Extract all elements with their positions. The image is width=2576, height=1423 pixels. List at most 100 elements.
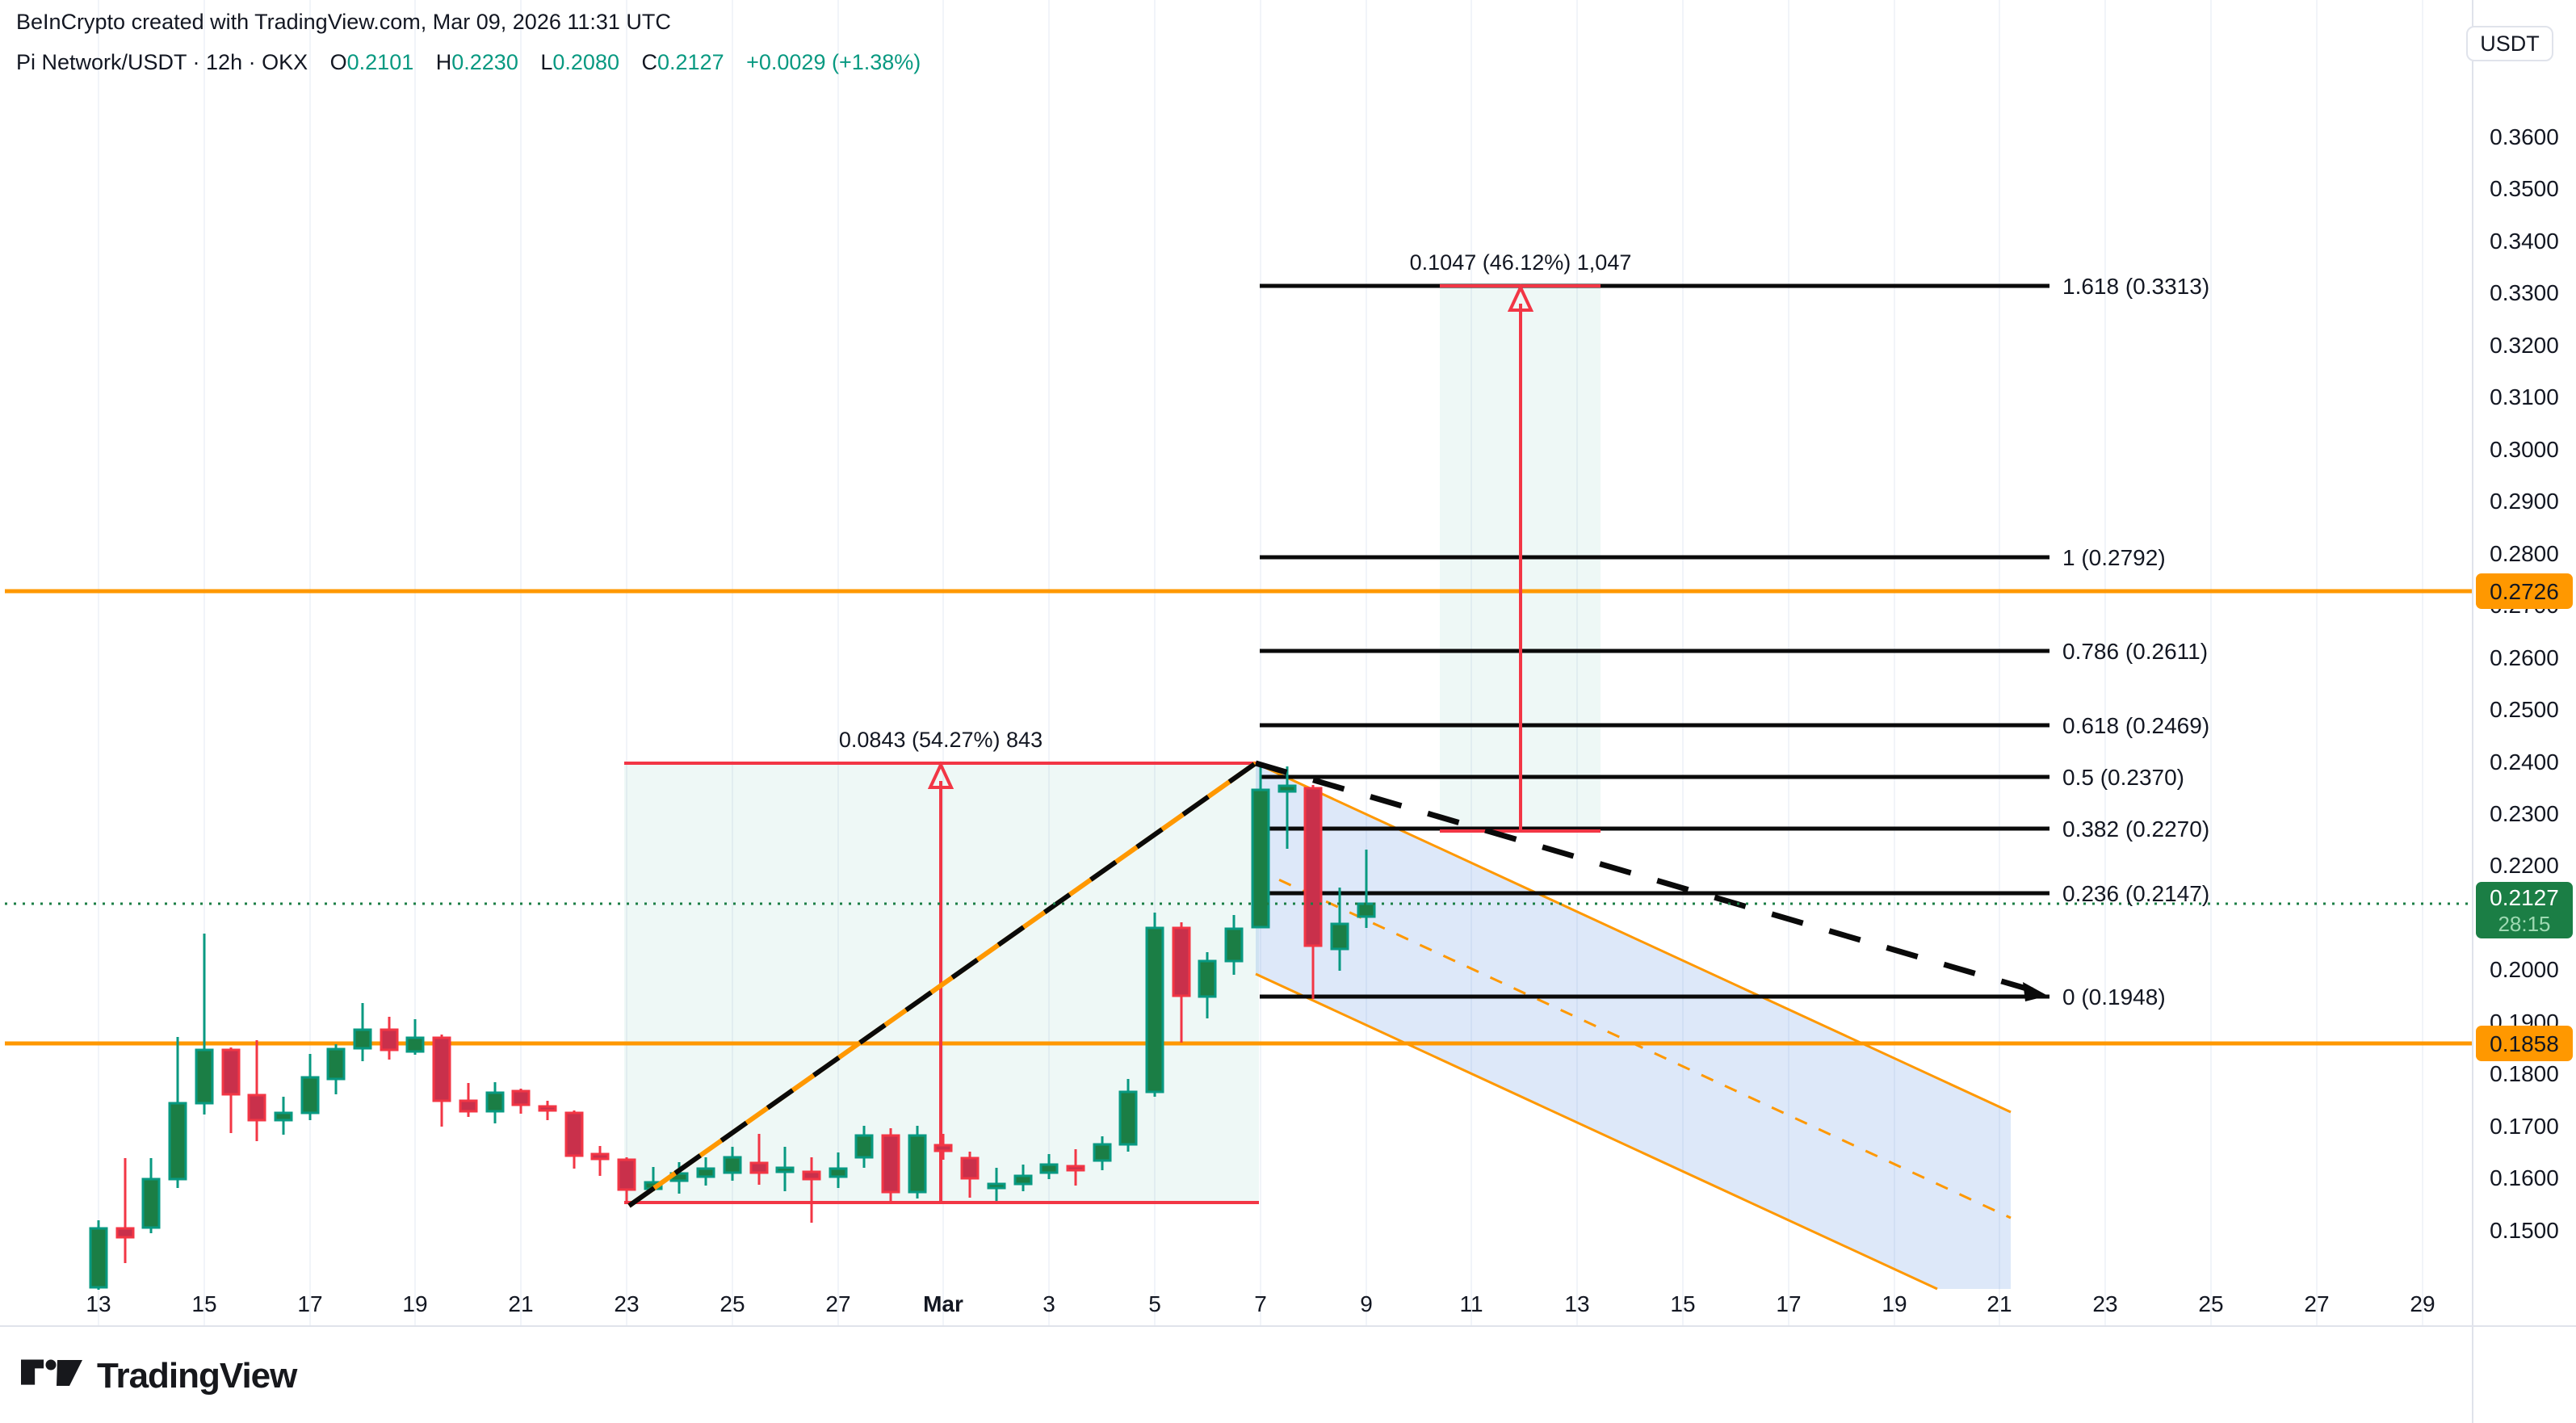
candle-body bbox=[300, 1076, 320, 1114]
low-label: L0.2080 bbox=[540, 50, 619, 74]
attribution-text: BeInCrypto created with TradingView.com,… bbox=[16, 10, 671, 34]
candle-body bbox=[538, 1105, 557, 1112]
svg-text:0.1600: 0.1600 bbox=[2490, 1165, 2559, 1190]
svg-text:0.2900: 0.2900 bbox=[2490, 489, 2559, 514]
svg-text:0.618 (0.2469): 0.618 (0.2469) bbox=[2062, 713, 2209, 738]
svg-text:0 (0.1948): 0 (0.1948) bbox=[2062, 984, 2166, 1010]
svg-text:13: 13 bbox=[1564, 1291, 1589, 1316]
candle-body bbox=[1224, 927, 1244, 963]
svg-text:1.618 (0.3313): 1.618 (0.3313) bbox=[2062, 274, 2209, 299]
candle-body bbox=[881, 1134, 900, 1194]
svg-text:0.2000: 0.2000 bbox=[2490, 957, 2559, 982]
svg-text:27: 27 bbox=[2304, 1291, 2329, 1316]
svg-text:21: 21 bbox=[1987, 1291, 2012, 1316]
svg-text:17: 17 bbox=[297, 1291, 322, 1316]
candle-body bbox=[933, 1144, 953, 1152]
svg-text:0.2200: 0.2200 bbox=[2490, 853, 2559, 878]
fib-retracement[interactable] bbox=[1260, 283, 2049, 999]
change-value: +0.0029 (+1.38%) bbox=[746, 50, 921, 74]
symbol-info-bar[interactable]: Pi Network/USDT · 12h · OKX O0.2101 H0.2… bbox=[16, 50, 921, 75]
candle-body bbox=[168, 1102, 187, 1181]
svg-text:0.2400: 0.2400 bbox=[2490, 749, 2559, 774]
svg-text:0.3200: 0.3200 bbox=[2490, 333, 2559, 358]
svg-text:0.2600: 0.2600 bbox=[2490, 645, 2559, 670]
symbol-title: Pi Network/USDT · 12h · OKX bbox=[16, 50, 308, 74]
candle-body bbox=[1330, 922, 1349, 951]
price-line-badge: 0.1858 bbox=[2476, 1026, 2573, 1061]
candle-body bbox=[1145, 926, 1164, 1093]
candles bbox=[89, 763, 1376, 1290]
svg-text:11: 11 bbox=[1459, 1291, 1483, 1316]
svg-text:3: 3 bbox=[1043, 1291, 1055, 1316]
svg-text:0.1800: 0.1800 bbox=[2490, 1061, 2559, 1086]
candle-body bbox=[854, 1134, 874, 1159]
svg-text:0.1047 (46.12%) 1,047: 0.1047 (46.12%) 1,047 bbox=[1410, 250, 1632, 275]
svg-text:21: 21 bbox=[508, 1291, 533, 1316]
svg-text:1 (0.2792): 1 (0.2792) bbox=[2062, 545, 2166, 570]
candle-body bbox=[247, 1093, 266, 1122]
candle-body bbox=[1303, 787, 1323, 947]
candle-body bbox=[590, 1152, 610, 1161]
tradingview-logo-icon bbox=[21, 1359, 82, 1386]
svg-text:27: 27 bbox=[825, 1291, 850, 1316]
candle-body bbox=[353, 1028, 372, 1050]
close-value: 0.2127 bbox=[657, 50, 724, 74]
candle-body bbox=[511, 1089, 531, 1106]
svg-text:15: 15 bbox=[191, 1291, 216, 1316]
svg-text:0.3500: 0.3500 bbox=[2490, 176, 2559, 201]
svg-text:9: 9 bbox=[1360, 1291, 1373, 1316]
svg-text:0.2127: 0.2127 bbox=[2490, 885, 2559, 910]
candle-body bbox=[987, 1182, 1006, 1190]
candle-body bbox=[459, 1099, 478, 1113]
svg-text:0.5 (0.2370): 0.5 (0.2370) bbox=[2062, 765, 2184, 790]
tradingview-logo[interactable]: TradingView bbox=[21, 1355, 297, 1397]
candle-body bbox=[221, 1048, 241, 1096]
candle-body bbox=[1198, 959, 1217, 998]
svg-text:0.2300: 0.2300 bbox=[2490, 801, 2559, 826]
time-axis[interactable]: 13 15 17 19 21 23 25 27 Mar 3 5 7 9 11 13 15 17 19 21 23 25 2… bbox=[86, 1291, 2435, 1316]
candle-body bbox=[749, 1161, 769, 1174]
svg-text:7: 7 bbox=[1254, 1291, 1267, 1316]
price-axis[interactable]: 0.3600 0.3500 0.3400 0.3300 0.3200 0.3100 0.30… bbox=[2490, 124, 2559, 1243]
candle-body bbox=[1066, 1165, 1085, 1172]
svg-text:5: 5 bbox=[1148, 1291, 1161, 1316]
measurement-arrows[interactable] bbox=[624, 283, 1601, 1204]
svg-text:0.3600: 0.3600 bbox=[2490, 124, 2559, 149]
svg-text:25: 25 bbox=[720, 1291, 745, 1316]
svg-text:Mar: Mar bbox=[923, 1291, 963, 1316]
svg-text:0.0843 (54.27%) 843: 0.0843 (54.27%) 843 bbox=[839, 728, 1043, 752]
open-label: O0.2101 bbox=[329, 50, 414, 74]
svg-text:23: 23 bbox=[2092, 1291, 2117, 1316]
svg-text:0.1858: 0.1858 bbox=[2490, 1031, 2559, 1056]
svg-text:13: 13 bbox=[86, 1291, 111, 1316]
candle-body bbox=[274, 1111, 293, 1122]
svg-text:17: 17 bbox=[1776, 1291, 1801, 1316]
candle-body bbox=[485, 1091, 505, 1113]
candle-body bbox=[1093, 1143, 1112, 1162]
svg-text:29: 29 bbox=[2410, 1291, 2435, 1316]
price-line-badge: 0.2726 bbox=[2476, 573, 2573, 609]
candle-body bbox=[1357, 902, 1376, 918]
parallel-channel[interactable] bbox=[1255, 762, 2012, 1291]
svg-text:0.3100: 0.3100 bbox=[2490, 384, 2559, 409]
measurement-labels: 0.0843 (54.27%) 843 0.1047 (46.12%) 1,047 bbox=[839, 250, 1631, 752]
open-value: 0.2101 bbox=[346, 50, 414, 74]
svg-text:0.2800: 0.2800 bbox=[2490, 541, 2559, 566]
candle-body bbox=[723, 1156, 742, 1174]
low-value: 0.2080 bbox=[552, 50, 619, 74]
candle-body bbox=[1172, 926, 1191, 997]
trend-lines[interactable] bbox=[627, 760, 2048, 1208]
svg-text:25: 25 bbox=[2198, 1291, 2223, 1316]
candle-body bbox=[960, 1156, 980, 1180]
candle-body bbox=[775, 1166, 795, 1173]
svg-text:23: 23 bbox=[614, 1291, 639, 1316]
fib-labels: 1.618 (0.3313) 1 (0.2792) 0.786 (0.2611) 0.… bbox=[2062, 274, 2209, 1010]
trend-arrowhead bbox=[2023, 982, 2048, 1001]
gridlines bbox=[98, 0, 2423, 1326]
svg-text:0.2500: 0.2500 bbox=[2490, 697, 2559, 722]
currency-toggle-button[interactable]: USDT bbox=[2466, 26, 2553, 61]
svg-text:0.3300: 0.3300 bbox=[2490, 280, 2559, 305]
